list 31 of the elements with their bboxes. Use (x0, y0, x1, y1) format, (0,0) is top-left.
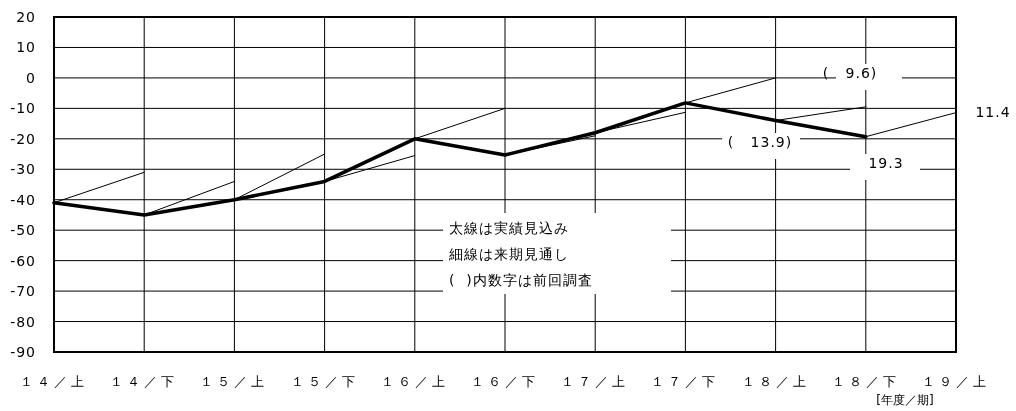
annotation: 細線は来期見通し (448, 246, 569, 262)
x-tick-label: １９／上 (922, 374, 990, 389)
x-tick-label: １５／下 (290, 374, 359, 389)
x-tick-label: １４／下 (110, 374, 179, 389)
x-tick-label: １８／下 (831, 374, 900, 389)
y-tick-label: -30 (10, 161, 36, 178)
annotation: 太線は実績見込み (449, 220, 569, 236)
x-tick-label: １７／上 (561, 374, 630, 389)
annotation: ( 9.6) (822, 65, 878, 81)
x-tick-label: １５／上 (200, 374, 269, 389)
y-tick-label: 0 (26, 69, 36, 86)
y-tick-label: 10 (16, 39, 36, 56)
y-tick-label: -50 (10, 222, 36, 239)
y-tick-label: 20 (16, 9, 36, 25)
y-tick-label: -90 (10, 344, 36, 360)
x-tick-label: １６／下 (471, 374, 539, 389)
x-tick-label: １６／上 (380, 374, 449, 389)
y-tick-label: -10 (10, 100, 36, 117)
text: 11.4 (975, 104, 1011, 120)
annotation: ( )内数字は前回調査 (449, 272, 593, 288)
y-tick-label: -80 (10, 313, 36, 330)
annotation: 19.3 (868, 155, 904, 171)
y-tick-label: -60 (10, 252, 36, 269)
annotation: ( 13.9) (727, 134, 793, 150)
x-axis-title: [年度／期] (876, 393, 934, 407)
y-tick-label: -40 (10, 191, 36, 208)
y-tick-label: -70 (10, 283, 36, 300)
x-tick-label: １８／上 (741, 374, 810, 389)
x-tick-label: １７／下 (651, 374, 720, 389)
x-tick-label: １４／上 (20, 374, 88, 389)
y-tick-label: -20 (10, 130, 36, 147)
